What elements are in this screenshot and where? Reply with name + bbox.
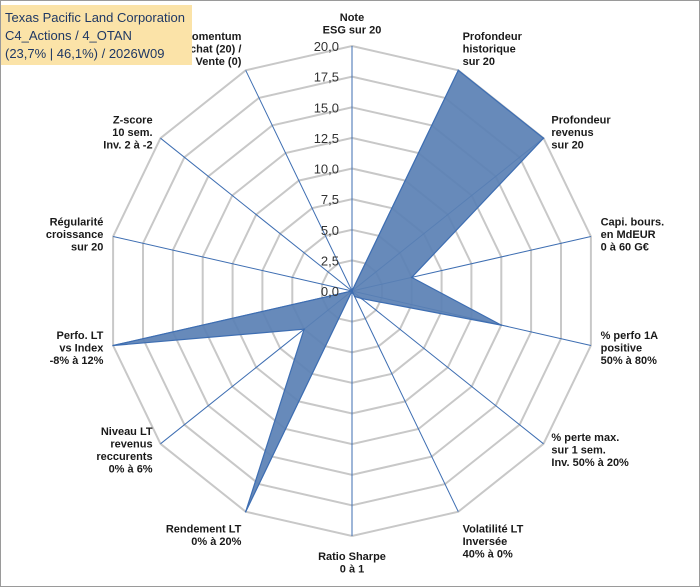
chart-details: (23,7% | 46,1%) / 2026W09 [5, 46, 165, 61]
series-point [457, 69, 460, 72]
axis-label: Capi. bours. en MdEUR 0 à 60 G€ [601, 217, 665, 254]
axis-label: Z-score 10 sem. Inv. 2 à -2 [103, 114, 152, 151]
chart-title-box: Texas Pacific Land Corporation C4_Action… [1, 5, 192, 65]
axis-label: Niveau LT revenus reccurents 0% à 6% [96, 426, 153, 476]
tick-label: 20,0 [314, 39, 339, 54]
axis-spoke [160, 137, 353, 292]
chart-subtitle: C4_Actions / 4_OTAN [5, 28, 132, 43]
axis-label: Profondeur revenus sur 20 [551, 114, 611, 151]
tick-label: 17,5 [314, 70, 339, 85]
series-area [112, 69, 545, 512]
tick-label: 5,0 [321, 223, 339, 238]
axis-label: Note ESG sur 20 [323, 12, 382, 37]
axis-label: Profondeur historique sur 20 [463, 31, 523, 68]
axis-spoke [351, 290, 459, 512]
tick-label: 15,0 [314, 100, 339, 115]
tick-label: 12,5 [314, 131, 339, 146]
radar-tick-labels: 0,0 2,5 5,0 7,5 10,0 12,5 15,0 17,5 20,0 [314, 39, 339, 299]
axis-label: Ratio Sharpe 0 à 1 [318, 551, 386, 576]
axis-spoke [112, 236, 353, 292]
series-point [542, 137, 545, 139]
tick-label: 7,5 [321, 192, 339, 207]
axis-label: Perfo. LT vs Index -8% à 12% [50, 330, 105, 367]
tick-label: 2,5 [321, 253, 339, 268]
tick-label: 10,0 [314, 162, 339, 177]
axis-label: Volatilité LT Inversée 40% à 0% [463, 524, 524, 561]
series-point [500, 324, 503, 326]
axis-label: Momentum Achat (20) / Vente (0) [182, 31, 242, 68]
series-point [360, 297, 363, 300]
tick-label: 0,0 [321, 284, 339, 299]
series-point [410, 276, 413, 279]
chart-title: Texas Pacific Land Corporation [5, 10, 185, 25]
series-point [112, 344, 114, 347]
series-point [303, 328, 305, 331]
radar-series [112, 69, 545, 513]
axis-spoke [245, 70, 353, 292]
axis-spoke [351, 290, 544, 445]
axis-label: % perfo 1A positive 50% à 80% [601, 330, 659, 367]
axis-label: Régularité croissance sur 20 [46, 217, 103, 254]
series-point [244, 510, 247, 513]
series-point [351, 290, 353, 292]
axis-label: Rendement LT 0% à 20% [166, 524, 242, 549]
radar-axis-labels: Note ESG sur 20 Profondeur historique sur 20… [46, 12, 664, 576]
axis-label: % perte max. sur 1 sem. Inv. 50% à 20% [551, 432, 629, 469]
series-point [353, 295, 356, 298]
